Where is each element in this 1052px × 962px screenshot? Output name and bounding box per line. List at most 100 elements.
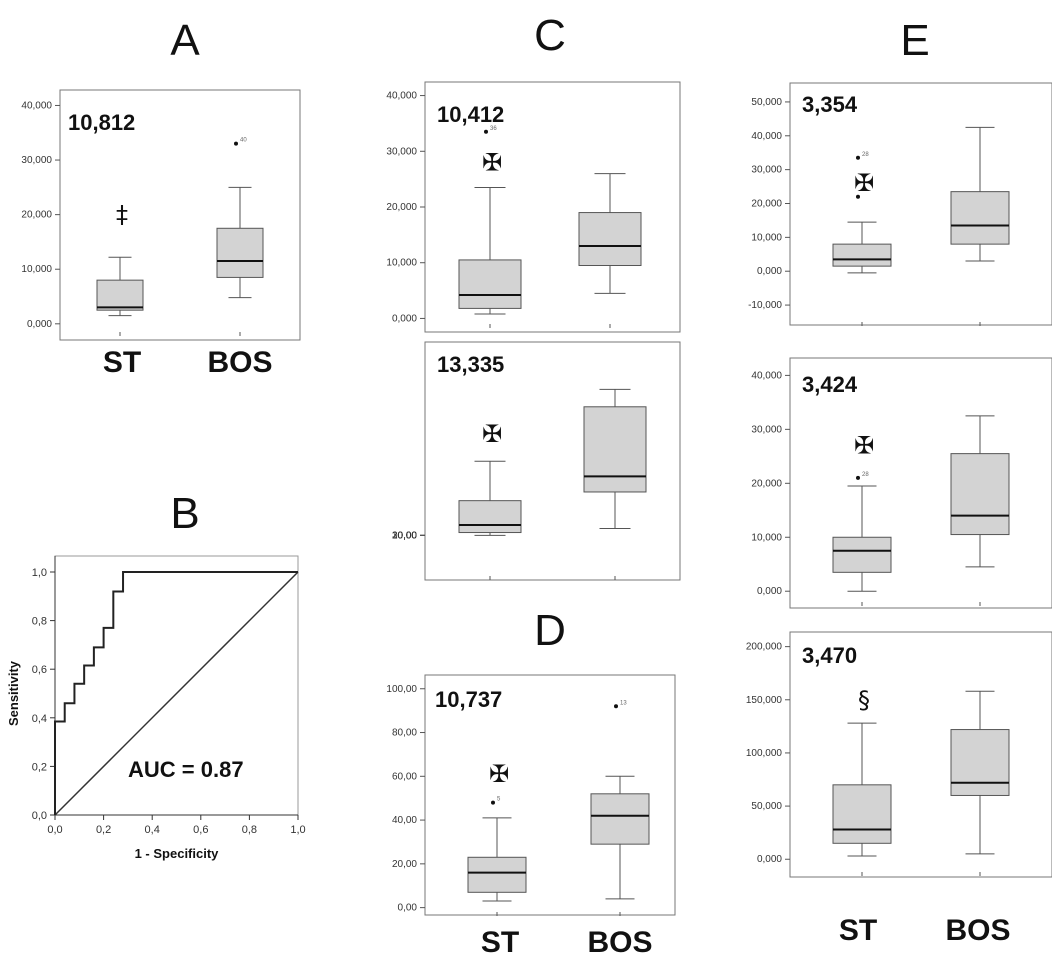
y-tick-label-d-0: 0,00 [398, 903, 418, 914]
box-c1-st [459, 260, 521, 308]
box-e3-st [833, 785, 891, 843]
box-e2-bos [951, 454, 1009, 535]
y-tick-label-d-5: 100,00 [386, 684, 417, 695]
outlier-id-e1-st-1: 28 [862, 152, 869, 158]
box-a-st [97, 280, 143, 310]
y-tick-label-d-3: 60,00 [392, 771, 417, 782]
roc-x-tick-label-1: 0,2 [96, 824, 111, 836]
box-a-bos [217, 228, 263, 277]
y-tick-label-c2-3: 30,00 [392, 530, 417, 541]
category-label-bos-d: BOS [587, 926, 652, 959]
y-tick-label-e1-1: 0,000 [757, 266, 782, 277]
roc-y-axis-label: Sensitivity [6, 660, 21, 726]
y-tick-label-e1-2: 10,000 [751, 232, 782, 243]
category-label-bos-a: BOS [207, 346, 272, 379]
box-e1-st [833, 244, 891, 266]
y-tick-label-e2-4: 40,000 [751, 370, 782, 381]
value-label-a: 10,812 [68, 110, 135, 135]
y-tick-label-c1-3: 30,000 [386, 146, 417, 157]
significance-marker-a: ‡ [116, 201, 128, 229]
y-tick-label-c1-4: 40,000 [386, 91, 417, 102]
y-tick-label-e1-6: 50,000 [751, 97, 782, 108]
category-label-st-d: ST [481, 926, 519, 959]
outlier-id-a-bos-0: 40 [240, 138, 247, 144]
y-tick-label-a-0: 0,000 [27, 319, 52, 330]
outlier-a-bos-0 [234, 142, 238, 146]
outlier-e1-st-1 [856, 156, 860, 160]
y-tick-label-e3-0: 0,000 [757, 854, 782, 865]
y-tick-label-a-1: 10,000 [21, 264, 52, 275]
panel-letter-b: B [170, 489, 199, 538]
significance-marker-e3: § [858, 686, 870, 714]
y-tick-label-e2-0: 0,000 [757, 586, 782, 597]
y-tick-label-e2-3: 30,000 [751, 424, 782, 435]
y-tick-label-e2-2: 20,000 [751, 478, 782, 489]
value-label-e2: 3,424 [802, 372, 858, 397]
roc-x-axis-label: 1 - Specificity [135, 846, 220, 861]
roc-y-tick-label-1: 0,2 [32, 761, 47, 773]
y-tick-label-a-2: 20,000 [21, 210, 52, 221]
roc-y-tick-label-0: 0,0 [32, 810, 47, 822]
panel-letter-c: C [534, 11, 566, 60]
outlier-id-c1-st-0: 36 [490, 126, 497, 132]
plot-frame-e1 [790, 83, 1052, 325]
value-label-c1: 10,412 [437, 102, 504, 127]
roc-y-tick-label-4: 0,8 [32, 616, 47, 628]
roc-x-tick-label-5: 1,0 [290, 824, 305, 836]
roc-x-tick-label-3: 0,6 [193, 824, 208, 836]
significance-marker-c2: ✠ [482, 420, 502, 448]
category-label-bos-e: BOS [945, 914, 1010, 947]
value-label-e3: 3,470 [802, 643, 857, 668]
box-e1-bos [951, 192, 1009, 244]
y-tick-label-e1-0: -10,000 [748, 300, 782, 311]
roc-y-tick-label-3: 0,6 [32, 664, 47, 676]
y-tick-label-a-4: 40,000 [21, 100, 52, 111]
y-tick-label-c1-0: 0,000 [392, 313, 417, 324]
y-tick-label-e1-3: 20,000 [751, 199, 782, 210]
y-tick-label-e1-4: 30,000 [751, 165, 782, 176]
y-tick-label-d-4: 80,00 [392, 728, 417, 739]
y-tick-label-e3-4: 200,000 [746, 642, 783, 653]
roc-y-tick-label-2: 0,4 [32, 713, 47, 725]
roc-x-tick-label-4: 0,8 [242, 824, 257, 836]
category-label-st-a: ST [103, 346, 141, 379]
outlier-id-e2-st-0: 28 [862, 472, 869, 478]
box-d-bos [591, 794, 649, 844]
outlier-d-bos-0 [614, 704, 618, 708]
roc-y-tick-label-5: 1,0 [32, 567, 47, 579]
value-label-d: 10,737 [435, 687, 502, 712]
box-e2-st [833, 537, 891, 572]
y-tick-label-c1-1: 10,000 [386, 258, 417, 269]
significance-marker-e2: ✠ [854, 432, 874, 460]
value-label-e1: 3,354 [802, 92, 858, 117]
significance-marker-d: ✠ [489, 760, 509, 788]
box-d-st [468, 857, 526, 892]
significance-marker-c1: ✠ [482, 148, 502, 176]
y-tick-label-a-3: 30,000 [21, 155, 52, 166]
panel-letter-d: D [534, 606, 566, 655]
outlier-d-st-0 [491, 801, 495, 805]
panel-letter-a: A [170, 16, 200, 65]
outlier-id-d-bos-0: 13 [620, 700, 627, 706]
plot-frame-e3 [790, 632, 1052, 877]
box-c2-st [459, 501, 521, 533]
y-tick-label-e3-1: 50,000 [751, 801, 782, 812]
y-tick-label-e2-1: 10,000 [751, 532, 782, 543]
category-label-st-e: ST [839, 914, 877, 947]
panel-letter-e: E [900, 16, 929, 65]
y-tick-label-e3-2: 100,000 [746, 748, 783, 759]
roc-x-tick-label-2: 0,4 [145, 824, 160, 836]
value-label-c2: 13,335 [437, 352, 504, 377]
y-tick-label-e1-5: 40,000 [751, 131, 782, 142]
plots-layer: 0,000 10,000 20,000 30,000 40,000 10,812 40 ‡ 0,… [6, 82, 1052, 916]
roc-x-tick-label-0: 0,0 [47, 824, 62, 836]
y-tick-label-c1-2: 20,000 [386, 202, 417, 213]
box-c1-bos [579, 213, 641, 266]
y-tick-label-e3-3: 150,000 [746, 695, 783, 706]
box-e3-bos [951, 730, 1009, 796]
y-tick-label-d-1: 20,00 [392, 859, 417, 870]
auc-annotation: AUC = 0.87 [128, 757, 244, 782]
outlier-e2-st-0 [856, 476, 860, 480]
significance-marker-e1: ✠ [854, 169, 874, 197]
